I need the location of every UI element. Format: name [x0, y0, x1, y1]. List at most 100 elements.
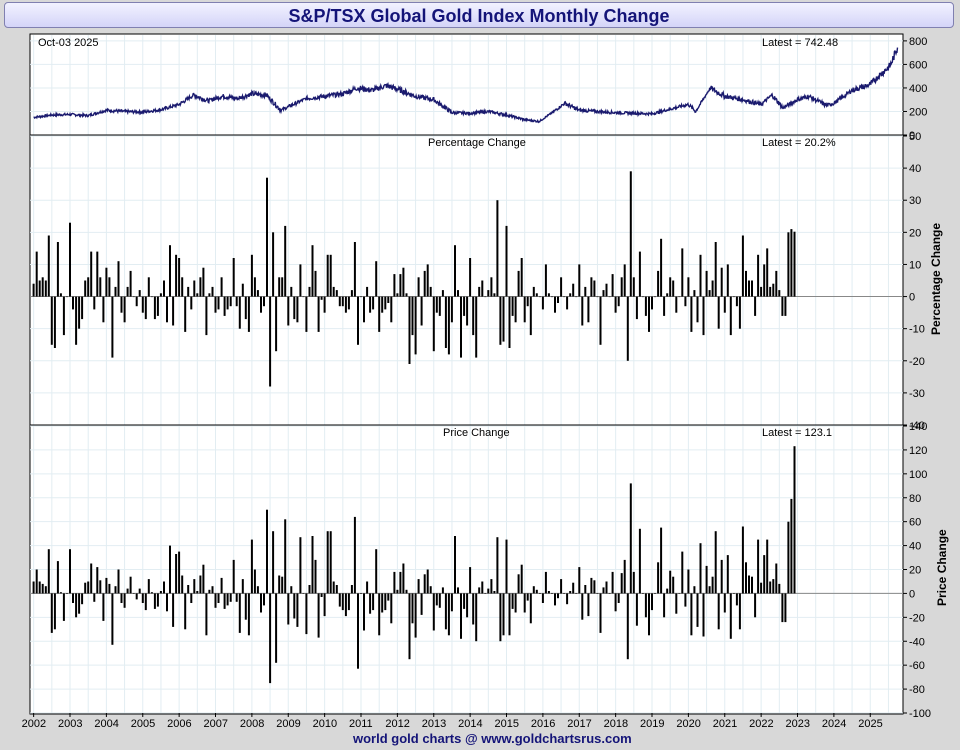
percentage-bar: [205, 296, 208, 336]
percentage-bar: [208, 293, 211, 297]
percentage-bar: [211, 286, 214, 297]
price-change-bar: [81, 593, 84, 605]
percentage-bar: [111, 296, 114, 358]
percentage-bar: [787, 232, 790, 297]
y-tick-label: 60: [909, 517, 921, 529]
x-tick-label: 2014: [458, 718, 482, 730]
y-tick-label: 100: [909, 469, 927, 481]
percentage-bar: [253, 277, 256, 297]
price-change-bar: [726, 555, 729, 594]
percentage-bar: [347, 296, 350, 310]
percentage-bar: [47, 235, 50, 297]
price-change-bar: [584, 585, 587, 594]
price-change-bar: [320, 593, 323, 597]
price-change-bar: [693, 586, 696, 594]
percentage-bar: [41, 277, 44, 297]
percentage-bar: [738, 296, 741, 329]
price-change-bar: [411, 593, 414, 624]
percentage-bar: [693, 290, 696, 297]
y-tick-label: 0: [909, 588, 915, 600]
price-change-bar: [632, 571, 635, 594]
price-change-bar: [499, 593, 502, 642]
price-change-bar: [272, 531, 275, 594]
price-change-bar: [599, 593, 602, 633]
price-change-bar: [117, 569, 120, 594]
percentage-bar: [150, 296, 153, 298]
price-change-bar: [360, 593, 362, 594]
price-change-bar: [666, 588, 669, 594]
price-change-bar: [350, 585, 353, 594]
percentage-bar: [629, 171, 632, 297]
percentage-bar: [514, 296, 517, 323]
price-change-bar: [260, 593, 262, 613]
percentage-bar: [217, 296, 220, 310]
price-change-bar: [526, 593, 529, 601]
price-change-bar: [353, 516, 356, 594]
price-change-bar: [405, 589, 408, 594]
price-change-bar: [120, 593, 123, 603]
percentage-bar: [287, 296, 290, 326]
price-change-bar: [520, 564, 523, 594]
percentage-bar: [223, 296, 226, 316]
percentage-bar: [578, 264, 581, 297]
price-change-bar: [72, 593, 74, 603]
price-change-bar: [147, 579, 150, 594]
percentage-bar: [266, 177, 268, 297]
percentage-bar: [302, 296, 305, 298]
percentage-bar: [187, 286, 190, 297]
percentage-bar: [517, 270, 520, 297]
percentage-bar: [299, 264, 302, 297]
y-tick-label: -60: [909, 660, 925, 672]
price-change-bar: [308, 585, 311, 594]
price-change-bar: [544, 571, 547, 594]
percentage-bar: [469, 258, 472, 297]
percentage-bar: [705, 270, 708, 297]
percentage-bar: [320, 296, 323, 300]
percentage-bar: [569, 293, 572, 297]
price-change-bar: [657, 562, 660, 594]
price-change-bar: [511, 593, 514, 609]
percentage-bar: [702, 296, 705, 336]
y-tick-label: 80: [909, 493, 921, 505]
x-tick-label: 2020: [676, 718, 700, 730]
percentage-bar: [317, 296, 320, 332]
y-tick-label: -40: [909, 420, 925, 432]
price-change-bar: [238, 593, 241, 633]
price-change-bar: [644, 593, 647, 618]
x-tick-label: 2005: [131, 718, 155, 730]
percentage-bar: [226, 296, 229, 310]
percentage-bar: [308, 286, 311, 297]
y-tick-label: -30: [909, 388, 925, 400]
percentage-bar: [490, 277, 493, 297]
price-change-bar: [178, 551, 181, 594]
percentage-bar: [193, 280, 196, 297]
percentage-bar: [635, 296, 638, 320]
percentage-bar: [793, 231, 796, 297]
price-change-bar: [390, 593, 393, 624]
y-tick-label: -100: [909, 708, 931, 720]
price-change-bar: [654, 593, 656, 594]
percentage-bar: [181, 277, 184, 297]
price-change-bar: [426, 569, 429, 594]
percentage-bar: [96, 251, 99, 297]
price-change-bar: [778, 583, 781, 594]
price-change-bar: [156, 593, 159, 607]
date-label: Oct-03 2025: [38, 37, 99, 49]
percentage-bar: [384, 296, 387, 310]
price-change-bar: [469, 567, 472, 594]
price-change-bar: [138, 588, 141, 594]
percentage-bar: [335, 290, 338, 297]
percentage-bar: [232, 258, 235, 297]
percentage-bar: [593, 280, 596, 297]
price-change-bar: [508, 593, 511, 636]
price-change-bar: [557, 593, 559, 599]
price-change-bar: [44, 586, 47, 594]
price-change-bar: [132, 593, 135, 594]
price-change-bar: [590, 577, 593, 594]
percentage-panel-title: Percentage Change: [428, 137, 526, 149]
percentage-bar: [654, 296, 656, 298]
price-change-bar: [241, 579, 244, 594]
title-bar: S&P/TSX Global Gold Index Monthly Change: [4, 2, 954, 28]
price-change-bar: [635, 593, 638, 626]
percentage-bar: [638, 251, 641, 297]
